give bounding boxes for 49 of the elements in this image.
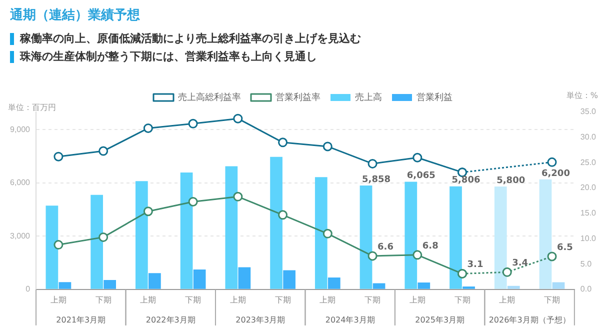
data-label: 6,065	[406, 171, 436, 182]
y2-tick-label: 0.0	[580, 284, 592, 294]
x-tick-label: 上期	[50, 295, 66, 304]
legend-label: 営業利益率	[276, 92, 320, 102]
x-tick-label: 上期	[230, 295, 246, 304]
y2-axis-title: 単位：%	[566, 91, 598, 100]
x-tick-label: 下期	[364, 295, 381, 304]
y2-tick-label: 15.0	[580, 208, 597, 218]
y2-tick-label: 35.0	[580, 107, 597, 116]
data-label: 5,806	[452, 176, 480, 186]
y-tick-label: 6,000	[10, 178, 31, 188]
y2-tick-label: 10.0	[580, 234, 597, 243]
data-label: 6.5	[556, 242, 573, 253]
data-label: 6.6	[378, 242, 394, 252]
y-axis-title: 単位：百万円	[8, 103, 56, 112]
x-tick-label: 下期	[454, 295, 470, 304]
x-tick-label: 下期	[544, 295, 560, 304]
text: 2021年3月期	[56, 315, 106, 324]
text: 2024年3月期	[325, 315, 375, 324]
data-label: 6.8	[422, 241, 438, 252]
x-tick-label: 下期	[95, 295, 112, 304]
data-label: 3.1	[467, 260, 484, 270]
x-tick-label: 上期	[320, 295, 336, 304]
y-tick-label: 3,000	[10, 231, 31, 240]
chart-title: 通期（連結）業績予想	[10, 7, 140, 24]
y2-tick-label: 30.0	[580, 132, 597, 142]
chart-subtitle: 稼働率の向上、原価低減活動により売上総利益率の引き上げを見込む	[10, 32, 361, 45]
legend-label: 売上高総利益率	[178, 92, 241, 102]
x-tick-label: 上期	[499, 295, 516, 304]
x-tick-label: 下期	[185, 295, 202, 304]
text: 2022年3月期	[146, 315, 196, 324]
text: 珠海の生産体制が整う下期には、営業利益率も上向く見通し	[10, 50, 361, 63]
x-tick-label: 上期	[409, 295, 426, 304]
x-tick-label: 下期	[274, 295, 291, 304]
y-tick-label: 9,000	[10, 124, 31, 134]
y-tick-label: 0	[26, 284, 31, 294]
data-label: 3.4	[512, 258, 528, 269]
x-tick-label: 上期	[140, 295, 156, 304]
y2-tick-label: 25.0	[580, 158, 597, 167]
data-label: 5,858	[362, 174, 390, 185]
y2-tick-label: 20.0	[580, 183, 597, 192]
text: 2023年3月期	[236, 315, 286, 324]
data-label: 6,200	[541, 168, 570, 179]
legend-label: 売上高	[355, 92, 382, 102]
data-label: 5,800	[496, 176, 526, 186]
text: 2026年3月期（予想）	[488, 315, 570, 324]
text: 2025年3月期	[415, 315, 465, 324]
legend-label: 営業利益	[416, 92, 452, 102]
y2-tick-label: 5.0	[580, 259, 592, 268]
